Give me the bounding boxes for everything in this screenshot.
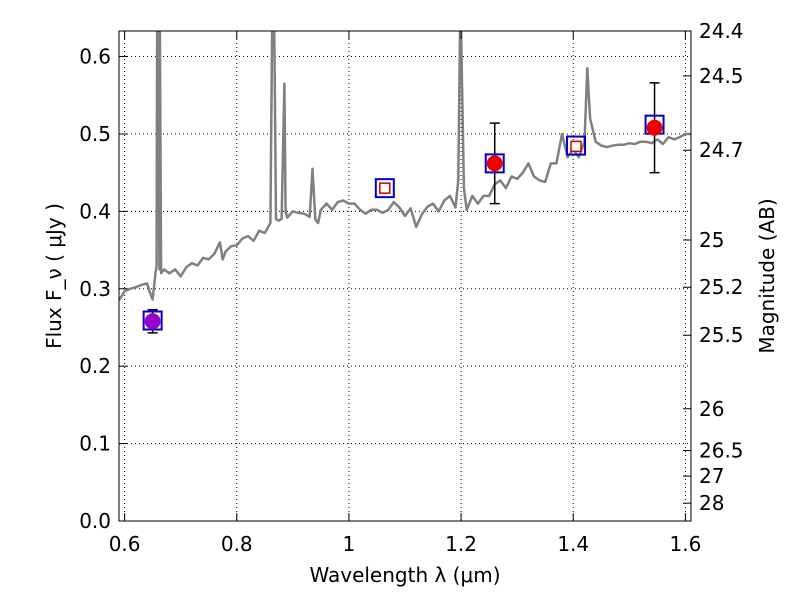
- observed-point-marker: [646, 119, 663, 136]
- model-square-marker: [566, 135, 587, 156]
- x-tick-label: 0.6: [109, 532, 141, 556]
- inner-square-marker: [379, 182, 391, 194]
- x-tick-label: 1.6: [669, 532, 701, 556]
- right-tick-label: 26.5: [699, 439, 744, 463]
- plot-frame: [118, 30, 692, 522]
- spectrum-line: [119, 31, 691, 302]
- y-tick-label: 0.5: [79, 122, 111, 146]
- right-tick-label: 25.2: [699, 275, 744, 299]
- y-axis-title: Flux F_ν ( μJy ): [42, 203, 66, 349]
- y-tick-label: 0.3: [79, 277, 111, 301]
- x-tick-label: 1.2: [445, 532, 477, 556]
- spectrum-layer: [119, 31, 691, 302]
- points-layer: [142, 82, 665, 334]
- ticks-layer: [119, 30, 691, 522]
- observed-point-marker: [486, 155, 503, 172]
- model-square-marker: [484, 153, 505, 174]
- x-tick-label: 0.8: [221, 532, 253, 556]
- model-square-marker: [142, 310, 163, 331]
- y-tick-label: 0.1: [79, 432, 111, 456]
- right-tick-label: 25: [699, 228, 724, 252]
- tick-labels-layer: 0.6 0.8 1 1.2 1.4 1.6 0.0 0.1 0.2 0.3 0.4 0.5 0.6 24.…: [79, 19, 743, 556]
- x-tick-label: 1: [343, 532, 356, 556]
- right-axis-title: Magnitude (AB): [755, 198, 779, 353]
- observed-point-marker: [144, 313, 161, 330]
- right-tick-label: 24.4: [699, 19, 744, 43]
- right-tick-label: 27: [699, 464, 724, 488]
- y-tick-label: 0.2: [79, 354, 111, 378]
- model-square-marker: [374, 178, 395, 199]
- right-tick-label: 24.5: [699, 64, 744, 88]
- right-tick-label: 24.7: [699, 138, 744, 162]
- right-tick-label: 26: [699, 397, 724, 421]
- y-tick-label: 0.4: [79, 199, 111, 223]
- y-tick-label: 0.6: [79, 45, 111, 69]
- inner-square-marker: [570, 140, 582, 153]
- grid-lines: [119, 31, 691, 522]
- y-tick-label: 0.0: [79, 509, 111, 533]
- right-tick-label: 28: [699, 491, 724, 515]
- x-axis-title: Wavelength λ (μm): [309, 563, 500, 587]
- x-tick-label: 1.4: [557, 532, 589, 556]
- right-tick-label: 25.5: [699, 323, 744, 347]
